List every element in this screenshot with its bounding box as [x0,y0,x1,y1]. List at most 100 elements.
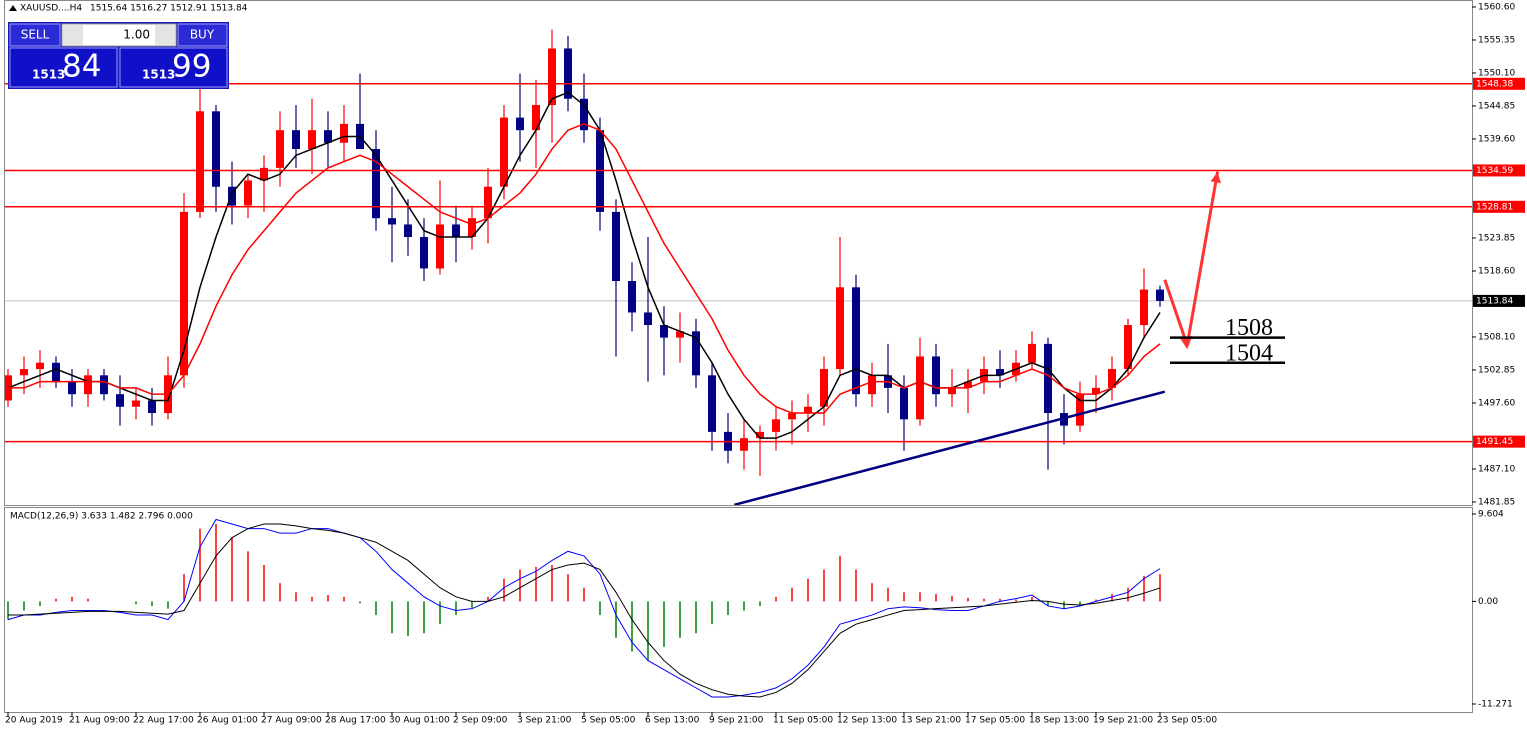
trendline [734,390,1166,505]
candle-body [20,369,28,376]
candle-body [500,117,508,187]
candle-body [628,281,636,313]
y-tick-label: 1550.10 [1478,68,1515,78]
arrow-head [1210,171,1221,184]
signal-line [8,523,1161,698]
candle-body [1108,369,1116,388]
candle-body [340,123,348,143]
moving-average [7,91,1161,439]
level-label: 1548.38 [1476,79,1513,89]
candle-body [804,406,812,414]
x-tick-label: 20 Aug 2019 [5,716,63,726]
x-tick-label: 9 Sep 21:00 [709,716,764,726]
candle-body [964,381,972,388]
buy-price-small: 99 [172,49,211,85]
candle-body [1076,394,1084,426]
candle-body [1028,343,1036,363]
candle-body [532,105,540,131]
axes: 1560.60 1555.35 1550.10 1544.85 1539.60 1523.… [5,2,1525,726]
symbol: XAUUSD....H4 [20,4,82,14]
candle-body [580,98,588,131]
candle-body [676,331,684,338]
candle-body [900,387,908,420]
x-tick-label: 28 Aug 17:00 [325,716,386,726]
collapse-icon[interactable] [9,5,17,11]
buy-button[interactable] [177,23,228,47]
candle-body [132,400,140,407]
candle-body [420,237,428,269]
candle-body [788,413,796,420]
y-tick-label: 1497.60 [1478,398,1515,408]
macd-line [7,518,1161,698]
x-tick-label: 23 Sep 05:00 [1157,716,1217,726]
x-tick-label: 21 Aug 09:00 [69,716,130,726]
y-tick-label: 1560.60 [1478,2,1515,12]
candle-body [692,331,700,376]
candle-body [308,130,316,150]
candle-body [820,369,828,407]
candle-body [52,362,60,382]
y-tick-label: 1481.85 [1478,497,1515,507]
y-tick-label: 1508.10 [1478,332,1515,342]
lots-down[interactable] [63,25,83,45]
level-label: 1534.59 [1476,166,1513,176]
lots-input[interactable] [61,23,177,47]
candle-body [772,419,780,432]
x-tick-label: 11 Sep 05:00 [773,716,833,726]
sell-price-small: 84 [62,49,101,85]
candle-body [1124,325,1132,370]
candle-body [1140,289,1148,326]
candle-body [644,312,652,326]
x-tick-label: 6 Sep 13:00 [645,716,700,726]
buy-label: BUY [190,28,215,42]
lots-up[interactable] [155,25,175,45]
level-box [1473,164,1525,177]
x-tick-label: 13 Sep 21:00 [901,716,961,726]
buy-price-box[interactable] [119,47,228,88]
candle-body [84,375,92,395]
macd-title: MACD(12,26,9) 3.633 1.482 2.796 0.000 [10,512,193,522]
y-tick-label: 1523.85 [1478,233,1515,243]
candle-body [324,130,332,143]
candle-body [212,111,220,187]
level-box [1473,77,1525,90]
candle-body [468,218,476,238]
candle-body [228,186,236,206]
candle-body [612,211,620,282]
annotation-text: 1504 [1225,340,1273,366]
candle-body [100,375,108,395]
candle-body [388,218,396,225]
candle-body [116,394,124,407]
x-tick-label: 22 Aug 17:00 [133,716,194,726]
x-tick-label: 2 Sep 09:00 [453,716,508,726]
sell-button[interactable] [9,23,61,47]
candle-body [180,211,188,376]
x-tick-label: 3 Sep 21:00 [517,716,572,726]
level-label: 1528.81 [1476,202,1513,212]
candle-body [260,167,268,181]
trade-panel: SELL 1.00 BUY 1513 84 1513 99 [8,22,229,89]
candle-body [404,224,412,238]
candle-body [244,180,252,206]
y-tick-label: 9.604 [1478,509,1504,519]
level-label: 1491.45 [1476,437,1513,447]
x-tick-label: 5 Sep 05:00 [581,716,636,726]
candle-body [276,130,284,168]
candle-body [852,287,860,395]
x-tick-label: 18 Sep 13:00 [1029,716,1089,726]
candle-body [516,117,524,131]
lots-value: 1.00 [123,28,150,42]
x-tick-label: 19 Sep 21:00 [1093,716,1153,726]
sell-price-box[interactable] [9,47,118,88]
candle-body [932,356,940,395]
candle-body [436,224,444,269]
moving-average [8,123,1161,414]
x-tick-label: 30 Aug 01:00 [389,716,450,726]
candle-body [996,369,1004,376]
main-panel [4,0,1473,506]
sell-price-big: 1513 [32,68,65,82]
candle-body [372,149,380,219]
